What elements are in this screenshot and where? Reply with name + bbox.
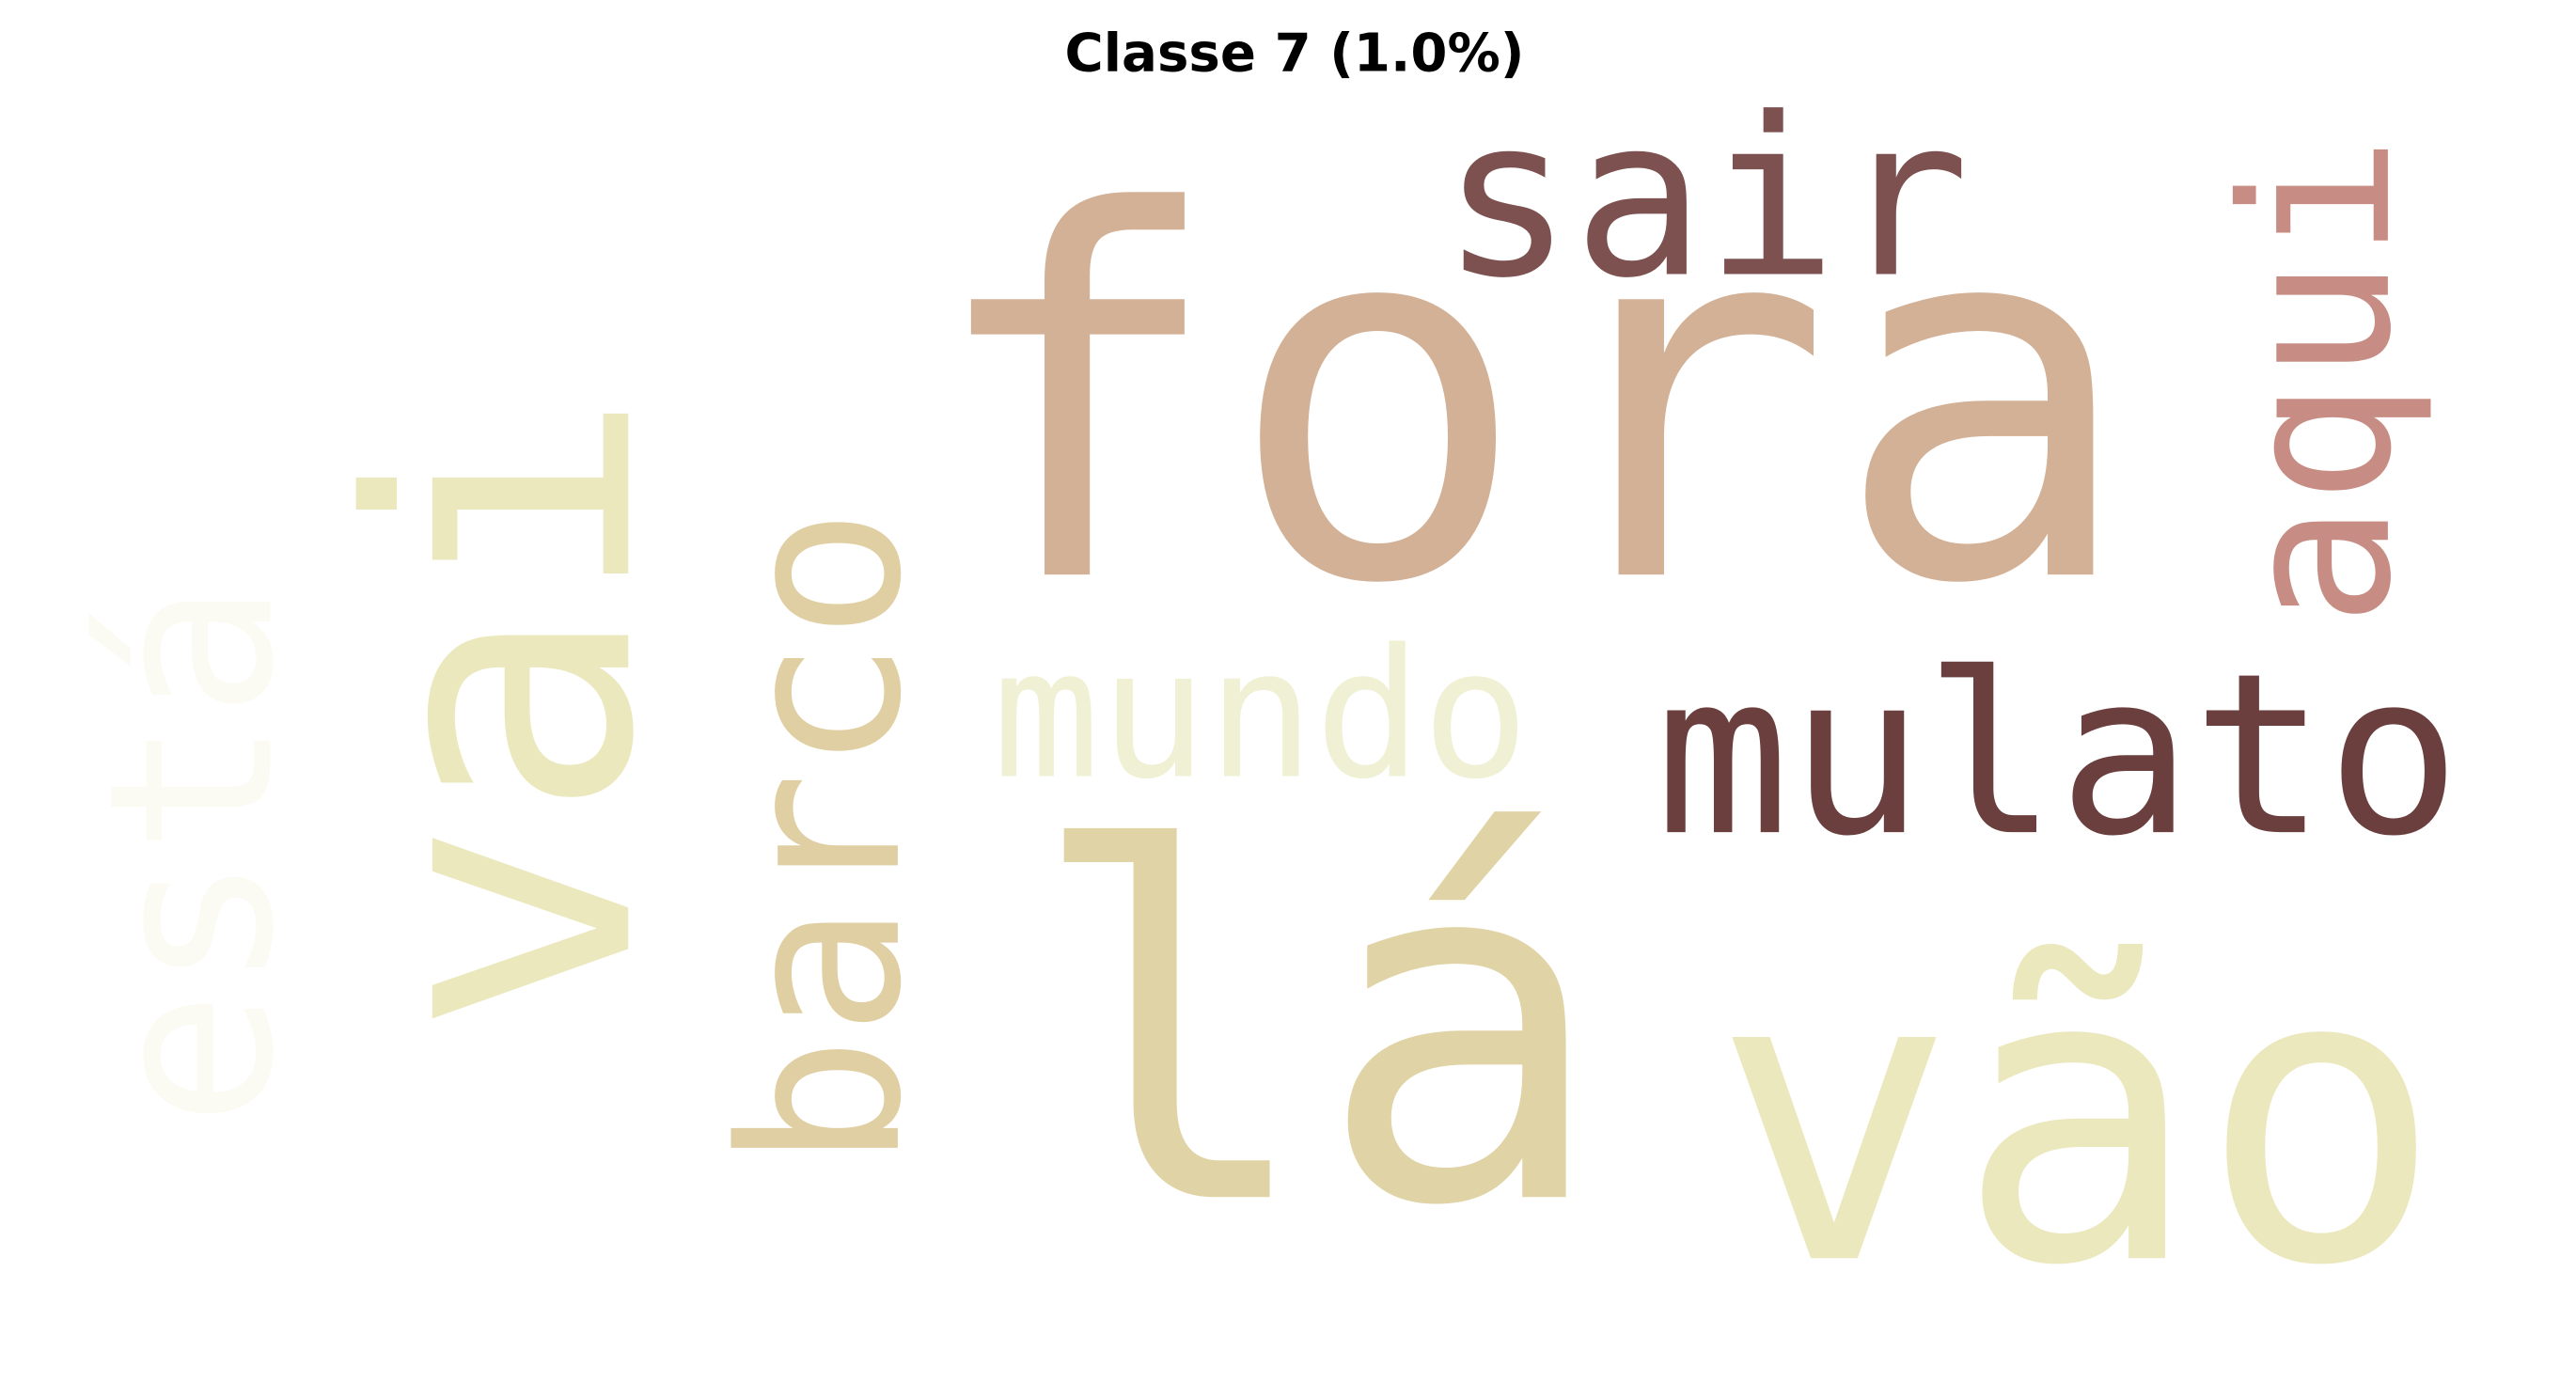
word-fora: fora (922, 107, 2136, 694)
word-barco: barco (695, 506, 950, 1169)
wordcloud-title: Classe 7 (1.0%) (1064, 21, 1525, 85)
word-sair: sair (1440, 72, 1971, 327)
word-aqui: aqui (2199, 134, 2438, 627)
word-esta: está (60, 582, 324, 1127)
word-la: lá (1026, 749, 1608, 1311)
word-vai: vai (297, 387, 714, 1036)
word-mundo: mundo (992, 612, 1530, 820)
word-vao: vão (1712, 883, 2443, 1355)
word-mulato: mulato (1655, 625, 2461, 886)
